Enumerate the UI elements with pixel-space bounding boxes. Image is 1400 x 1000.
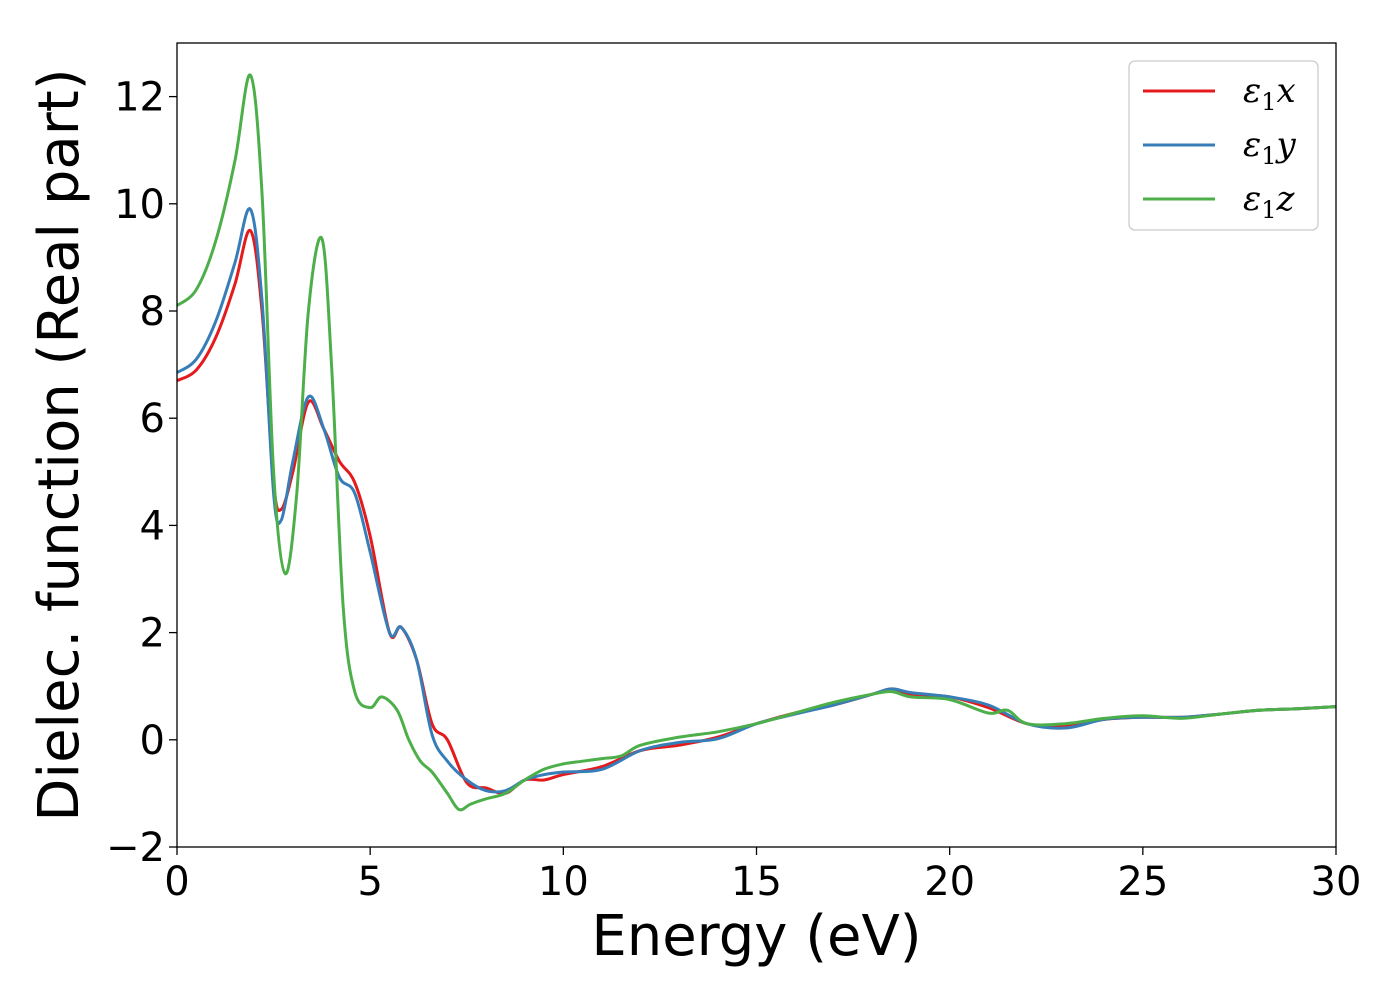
x-tick-label: 30 [1311, 859, 1362, 905]
y-axis: −2 0 2 4 6 8 10 12 [106, 75, 177, 871]
legend: ε1x ε1y ε1z [1128, 60, 1319, 231]
y-tick-label: −2 [106, 825, 165, 871]
y-tick-label: 12 [114, 75, 165, 121]
series-layer [177, 73, 1336, 812]
series-line-x [177, 229, 1336, 796]
y-tick-label: 4 [140, 503, 165, 549]
x-tick-label: 15 [731, 859, 782, 905]
x-tick-label: 0 [164, 859, 189, 905]
y-tick-label: 6 [140, 396, 165, 442]
legend-label-y: ε1y [1243, 125, 1297, 170]
y-tick-label: 2 [140, 611, 165, 657]
y-axis-label: Dielec. function (Real part) [27, 68, 92, 821]
y-tick-label: 0 [140, 718, 165, 764]
x-tick-label: 10 [538, 859, 589, 905]
x-tick-label: 20 [924, 859, 975, 905]
legend-label-x: ε1x [1243, 71, 1296, 116]
y-tick-label: 8 [140, 289, 165, 335]
x-tick-label: 25 [1117, 859, 1168, 905]
legend-label-z: ε1z [1243, 179, 1296, 224]
legend-box [1128, 60, 1319, 231]
x-axis-label: Energy (eV) [591, 904, 921, 969]
x-axis: 0 5 10 15 20 25 30 [164, 847, 1361, 905]
series-line-y [177, 207, 1336, 794]
x-tick-label: 5 [357, 859, 382, 905]
y-tick-label: 10 [114, 182, 165, 228]
series-line-z [177, 73, 1336, 812]
